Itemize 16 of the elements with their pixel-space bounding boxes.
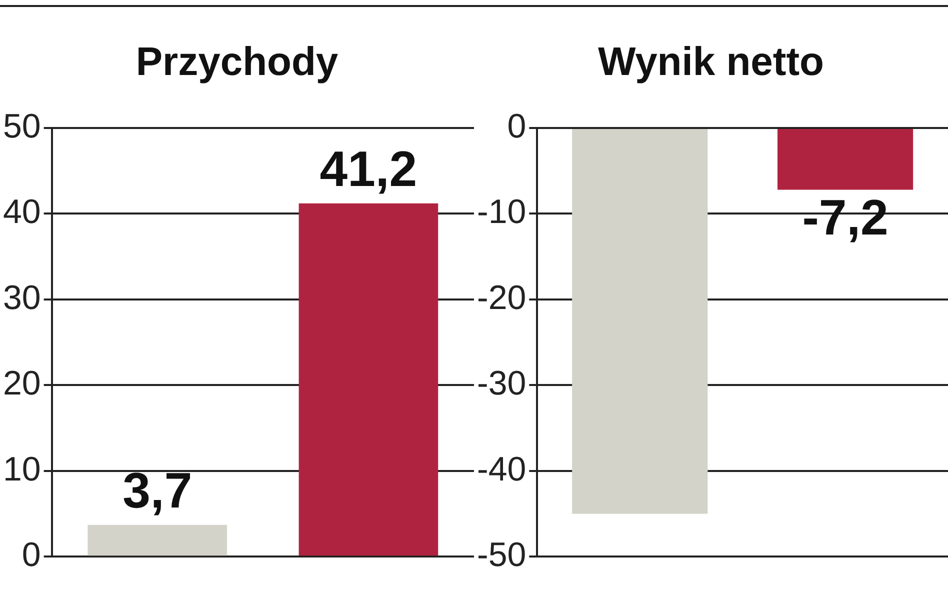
y-tick-label: 0 (22, 536, 41, 574)
y-tick-label: 10 (2, 450, 41, 488)
y-tick-label: -40 (477, 450, 526, 488)
y-tick-label: 50 (2, 107, 41, 146)
y-tick-label: 30 (2, 278, 41, 317)
data-label: 3,7 (122, 462, 192, 519)
y-tick-label: 20 (2, 364, 41, 403)
y-tick-label: -50 (477, 536, 526, 574)
y-tick-label: -20 (477, 278, 526, 317)
chart-title: Przychody (136, 40, 339, 84)
y-tick-label: 40 (2, 193, 41, 232)
data-label: 41,2 (320, 141, 418, 198)
chart-title: Wynik netto (598, 40, 824, 84)
y-tick-label: -30 (477, 364, 526, 403)
y-tick-label: 0 (507, 107, 526, 146)
y-tick-label: -10 (477, 193, 526, 232)
